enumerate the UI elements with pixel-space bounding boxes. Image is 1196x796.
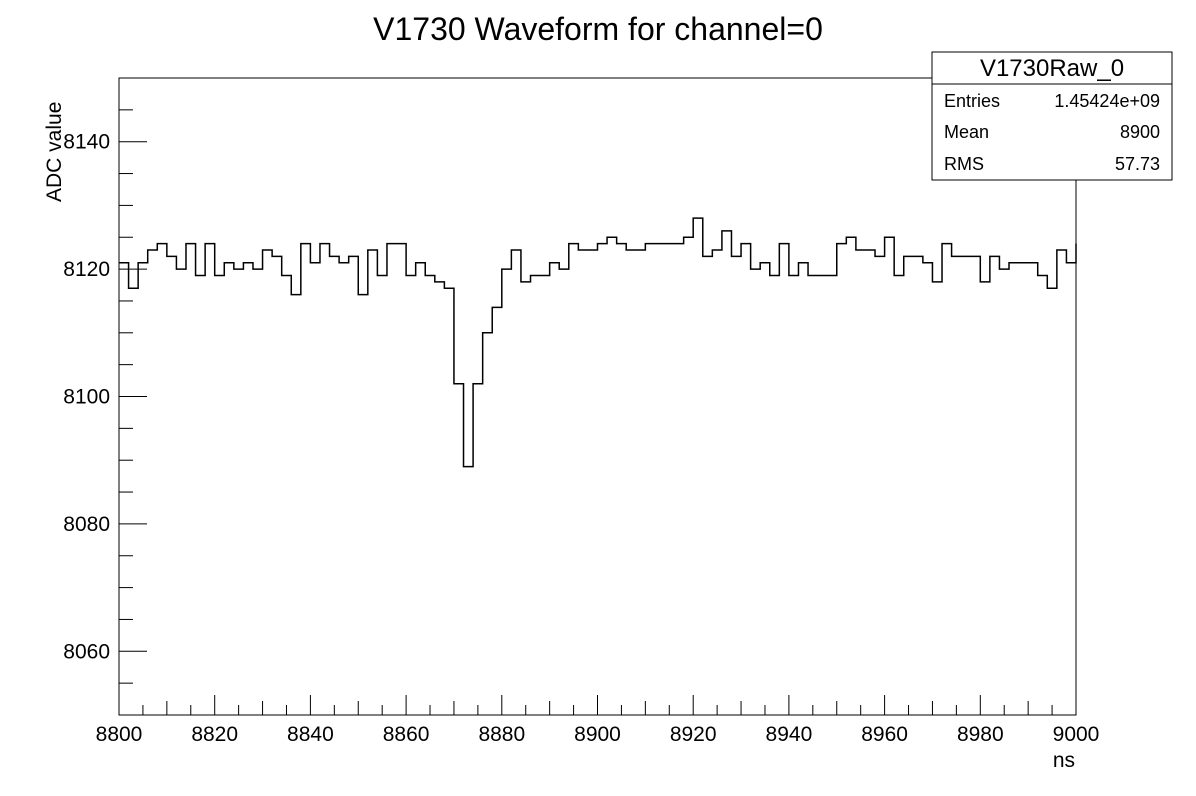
stats-rms-value: 57.73 [1115,154,1160,174]
x-tick-label: 8960 [861,723,908,746]
x-tick-label: 8980 [957,723,1004,746]
x-tick-label: 8820 [191,723,238,746]
stats-rms-label: RMS [944,154,984,174]
stats-entries-label: Entries [944,91,1000,111]
chart-title: V1730 Waveform for channel=0 [373,11,823,47]
stats-box-title: V1730Raw_0 [980,55,1124,82]
stats-mean-value: 8900 [1120,122,1160,142]
x-tick-label: 8880 [478,723,525,746]
stats-box-frame [931,51,1173,181]
y-tick-label: 8080 [63,513,110,536]
x-tick-label: 8920 [670,723,717,746]
x-tick-label: 8940 [766,723,813,746]
x-tick-label: 8800 [96,723,143,746]
x-axis-tick-labels: 8800 8820 8840 8860 8880 8900 8920 8940 8960 8980… [96,723,1100,746]
x-axis-ticks [118,695,1077,715]
x-tick-label: 8900 [574,723,621,746]
y-axis-tick-labels: 8060 8080 8100 8120 8140 [63,131,110,664]
x-axis-label: ns [1053,749,1075,772]
x-tick-label: 9000 [1053,723,1100,746]
y-tick-label: 8120 [63,258,110,281]
y-axis-ticks [119,77,147,716]
x-tick-label: 8860 [383,723,430,746]
stats-entries-value: 1.45424e+09 [1054,91,1160,111]
y-tick-label: 8140 [63,131,110,154]
stats-box: V1730Raw_0 Entries 1.45424e+09 Mean 8900… [931,51,1173,181]
y-tick-label: 8060 [63,640,110,663]
stats-mean-label: Mean [944,122,989,142]
y-tick-label: 8100 [63,386,110,409]
x-tick-label: 8840 [287,723,334,746]
y-axis-label: ADC value [43,102,66,202]
waveform-series-line [119,217,1077,468]
